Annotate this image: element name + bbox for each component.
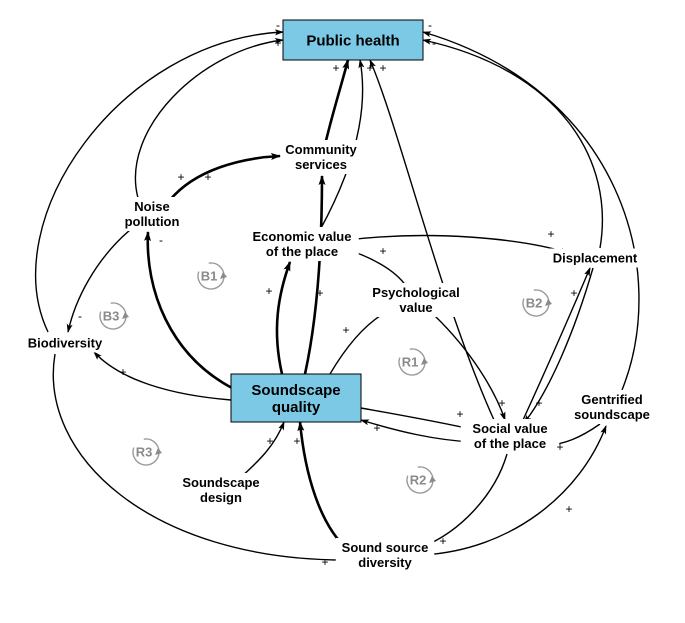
node-label-social_value: Social valueof the place bbox=[472, 421, 547, 451]
loop-label-B1: B1 bbox=[201, 269, 218, 284]
edge-sign-sv-dp: + bbox=[570, 286, 577, 300]
edge-sv-ph bbox=[370, 60, 494, 420]
loop-B1: B1 bbox=[198, 263, 227, 289]
edge-sign-gs-sv: + bbox=[556, 440, 563, 454]
edge-sd-sq bbox=[240, 422, 284, 478]
loop-R3: R3 bbox=[133, 439, 162, 465]
edge-sq-bio bbox=[94, 352, 231, 400]
edge-sign-sq-cs: + bbox=[316, 286, 323, 300]
causal-loop-diagram: Public health Soundscapequality Communitys… bbox=[0, 0, 685, 623]
edge-sign-ev-dp: + bbox=[547, 227, 554, 241]
node-biodiversity: Biodiversity bbox=[16, 334, 114, 353]
loop-arrowhead-B2 bbox=[545, 299, 552, 306]
edge-sign-np-cs: + bbox=[177, 170, 184, 184]
node-psychological_value: Psychologicalvalue bbox=[363, 283, 469, 317]
edge-sign-gs-ph: - bbox=[432, 36, 436, 50]
edge-sq-np bbox=[148, 232, 232, 388]
edge-sign-cs-ph: + bbox=[332, 61, 339, 75]
edge-sign-ev-ph: + bbox=[366, 61, 373, 75]
loop-label-R3: R3 bbox=[136, 445, 153, 460]
edge-sign-bio-ph: + bbox=[274, 36, 281, 50]
edge-sign-dp-sv: + bbox=[535, 396, 542, 410]
loop-arrowhead-R2 bbox=[429, 476, 436, 483]
node-label-biodiversity: Biodiversity bbox=[28, 336, 103, 351]
edge-sign-ssd-sq: + bbox=[293, 434, 300, 448]
edge-gs-ph bbox=[423, 32, 639, 390]
edge-sign-sv-sq: + bbox=[373, 421, 380, 435]
edge-sq-pv bbox=[330, 310, 390, 374]
loop-arrowhead-R3 bbox=[155, 448, 162, 455]
edge-sign-sq-sv: + bbox=[456, 407, 463, 421]
node-community_services: Communityservices bbox=[283, 140, 359, 174]
loop-arrowhead-B1 bbox=[220, 272, 227, 279]
edge-sign-dp-ph: - bbox=[428, 18, 432, 32]
edge-sign-ssd-gs: + bbox=[565, 502, 572, 516]
edge-sign-np-bio: - bbox=[78, 309, 82, 323]
edge-sq-cs bbox=[305, 176, 322, 374]
node-noise_pollution: Noisepollution bbox=[114, 197, 190, 231]
node-soundscape_quality: Soundscapequality bbox=[231, 374, 361, 422]
edge-dp-ph bbox=[423, 40, 602, 248]
edge-sign-ev-cs: + bbox=[204, 170, 211, 184]
node-label-public_health: Public health bbox=[306, 32, 399, 49]
edge-np-cs bbox=[170, 156, 280, 200]
edge-sq-ev bbox=[277, 262, 290, 374]
edge-sv-ssd bbox=[422, 454, 507, 547]
loop-B3: B3 bbox=[100, 303, 129, 329]
node-sound_source_div: Sound sourcediversity bbox=[336, 538, 434, 572]
edge-sign-sq-ev: + bbox=[265, 284, 272, 298]
loop-arrowhead-R1 bbox=[421, 358, 428, 365]
loop-label-R1: R1 bbox=[402, 355, 419, 370]
edge-sign-np-ph: - bbox=[276, 18, 280, 32]
edge-sign-sd-sq: + bbox=[266, 434, 273, 448]
edge-sign-pv-ev: + bbox=[379, 244, 386, 258]
loop-B2: B2 bbox=[523, 290, 552, 316]
node-economic_value: Economic valueof the place bbox=[245, 227, 359, 261]
edge-sign-sv-ssd: + bbox=[439, 534, 446, 548]
loop-label-R2: R2 bbox=[410, 473, 427, 488]
edge-sign-pv-sv: + bbox=[498, 396, 505, 410]
node-label-gentrified: Gentrifiedsoundscape bbox=[574, 392, 650, 422]
node-public_health: Public health bbox=[283, 20, 423, 60]
loop-arrowhead-B3 bbox=[122, 312, 129, 319]
node-displacement: Displacement bbox=[546, 249, 644, 268]
node-label-displacement: Displacement bbox=[553, 251, 638, 266]
node-soundscape_design: Soundscapedesign bbox=[179, 473, 262, 507]
edge-sign-sq-pv: + bbox=[342, 323, 349, 337]
node-label-economic_value: Economic valueof the place bbox=[253, 229, 352, 259]
edge-pv-sv bbox=[435, 316, 505, 420]
edge-sign-sq-bio: + bbox=[119, 365, 126, 379]
edge-bio-ph bbox=[36, 32, 283, 332]
node-label-community_services: Communityservices bbox=[285, 142, 357, 172]
edge-sign-sq-np: - bbox=[159, 233, 163, 247]
edge-sign-sv-ph: + bbox=[379, 61, 386, 75]
edge-sign-bio-sq: + bbox=[321, 555, 328, 569]
loop-label-B3: B3 bbox=[103, 309, 120, 324]
loop-R2: R2 bbox=[407, 467, 436, 493]
loop-R1: R1 bbox=[399, 349, 428, 375]
edge-ssd-sq bbox=[300, 422, 348, 550]
node-gentrified: Gentrifiedsoundscape bbox=[570, 390, 653, 424]
loop-label-B2: B2 bbox=[526, 296, 543, 311]
node-social_value: Social valueof the place bbox=[461, 419, 559, 453]
